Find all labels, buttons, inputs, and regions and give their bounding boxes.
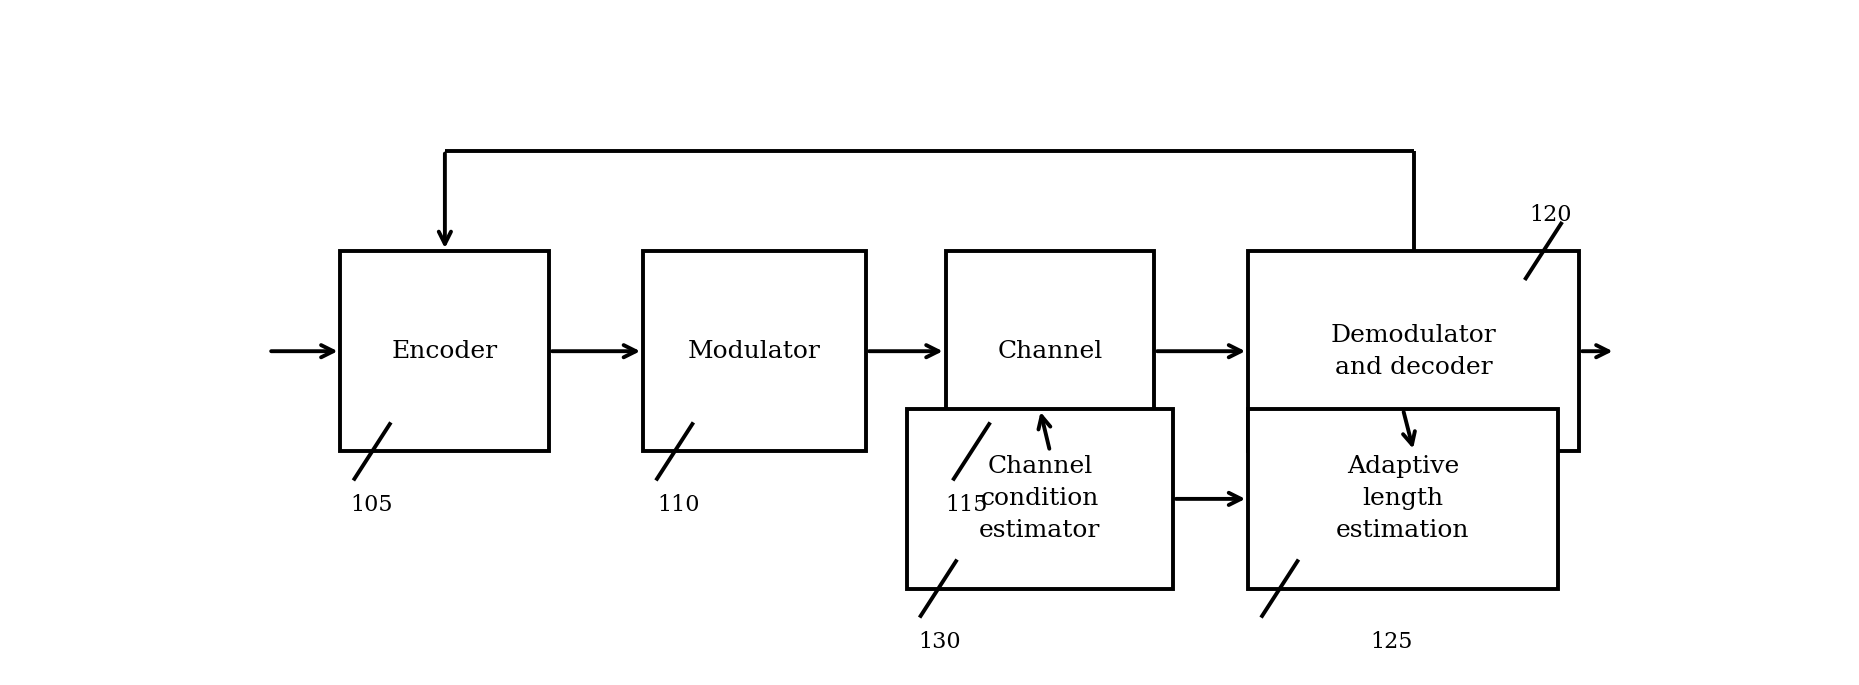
Text: 115: 115 (946, 494, 987, 516)
Text: Demodulator
and decoder: Demodulator and decoder (1331, 324, 1496, 379)
Text: Modulator: Modulator (688, 340, 822, 362)
Bar (907, 409, 1173, 588)
Text: Channel: Channel (998, 340, 1102, 362)
Text: 105: 105 (351, 494, 392, 516)
Bar (340, 251, 548, 451)
Text: 120: 120 (1528, 203, 1571, 225)
Bar (1247, 251, 1580, 451)
Text: Adaptive
length
estimation: Adaptive length estimation (1337, 456, 1470, 543)
Text: Encoder: Encoder (392, 340, 498, 362)
Text: 110: 110 (658, 494, 699, 516)
Bar (946, 251, 1154, 451)
Bar (643, 251, 866, 451)
Text: Channel
condition
estimator: Channel condition estimator (980, 456, 1101, 543)
Text: 130: 130 (918, 631, 961, 653)
Text: 125: 125 (1370, 631, 1413, 653)
Bar (1247, 409, 1558, 588)
